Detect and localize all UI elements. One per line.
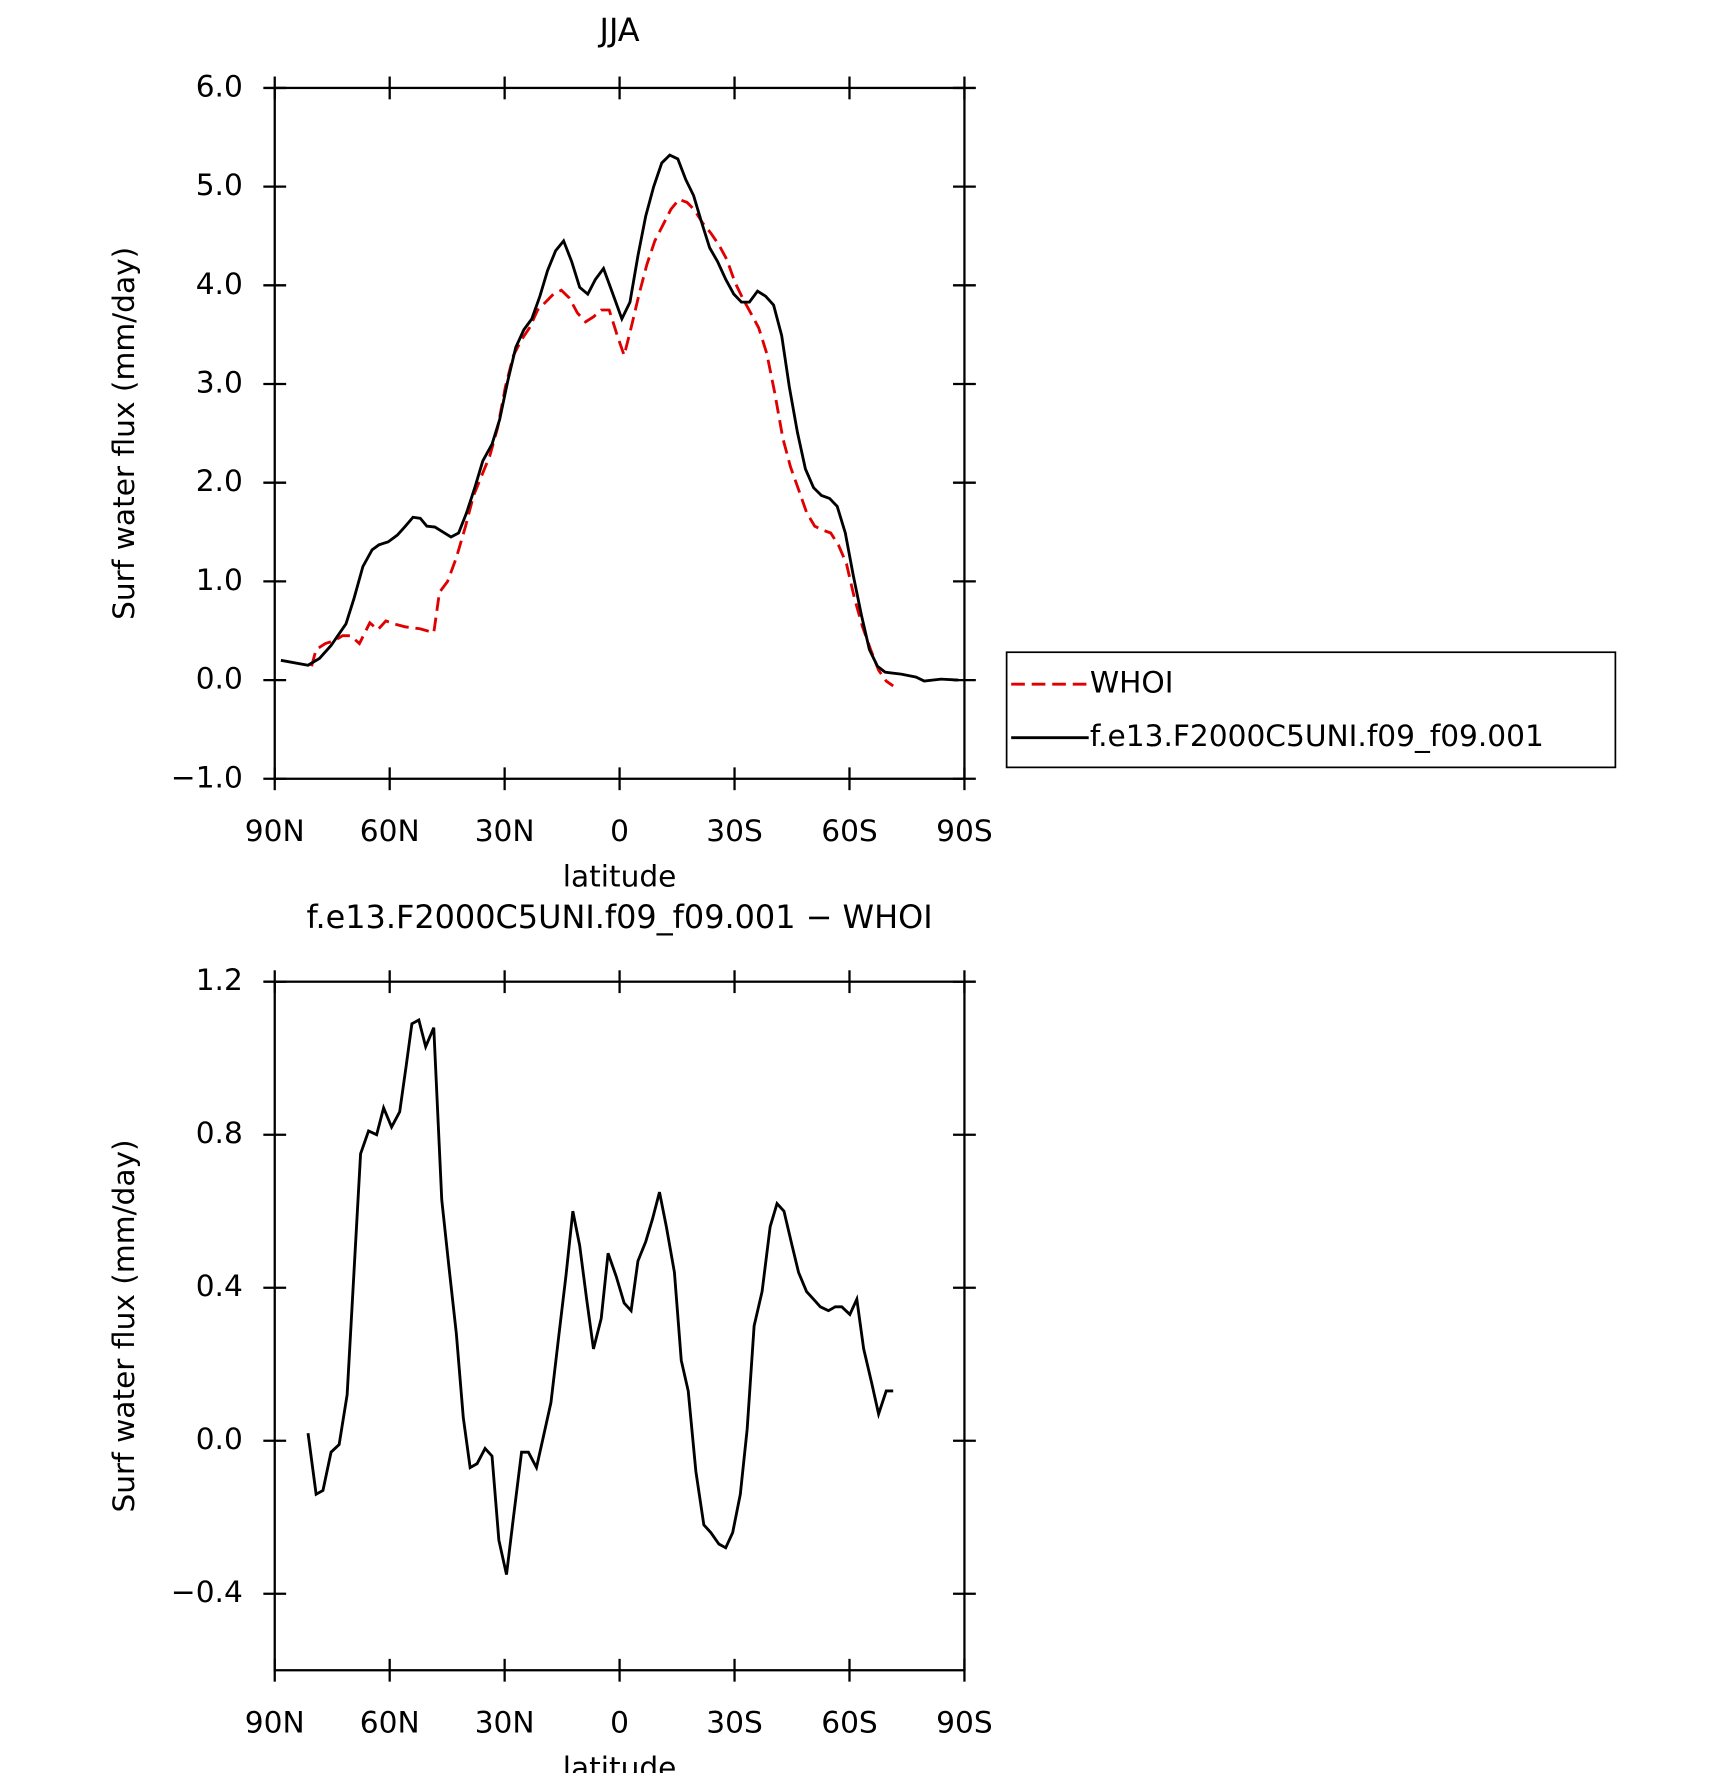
y-axis-label: Surf water flux (mm/day) [106,247,141,620]
x-axis-label: latitude [563,858,677,893]
data-line [306,1017,894,1575]
y-tick-label: 6.0 [196,68,243,103]
y-tick-label: −0.4 [171,1574,243,1609]
data-line [280,153,959,683]
x-tick-label: 90S [936,813,993,848]
x-tick-label: 30N [475,1704,535,1739]
x-tick-label: 60N [360,813,420,848]
x-tick-label: 60S [821,813,878,848]
y-tick-label: 2.0 [196,463,243,498]
legend-box [1005,651,1617,769]
y-tick-label: 0.8 [196,1115,243,1150]
y-tick-label: 5.0 [196,167,243,202]
x-tick-label: 60N [360,1704,420,1739]
y-tick-label: 0.0 [196,1421,243,1456]
legend-label: WHOI [1090,665,1174,700]
y-axis-label: Surf water flux (mm/day) [106,1139,141,1512]
x-tick-label: 30S [706,813,763,848]
x-axis-label: latitude [563,1750,677,1773]
x-tick-label: 90N [245,1704,305,1739]
x-tick-label: 90S [936,1704,993,1739]
chart-title: JJA [598,11,640,49]
plot-frame [273,86,966,780]
x-tick-label: 0 [610,813,629,848]
y-tick-label: 3.0 [196,365,243,400]
x-tick-label: 30S [706,1704,763,1739]
legend-label: f.e13.F2000C5UNI.f09_f09.001 [1090,718,1544,753]
y-tick-label: 4.0 [196,266,243,301]
chart-title: f.e13.F2000C5UNI.f09_f09.001 − WHOI [307,898,933,936]
x-tick-label: 0 [610,1704,629,1739]
y-tick-label: 1.2 [196,962,243,997]
data-line [310,197,895,688]
y-tick-label: 0.0 [196,661,243,696]
x-tick-label: 90N [245,813,305,848]
x-tick-label: 30N [475,813,535,848]
y-tick-label: 0.4 [196,1268,243,1303]
y-tick-label: 1.0 [196,562,243,597]
y-tick-label: −1.0 [171,759,243,794]
x-tick-label: 60S [821,1704,878,1739]
